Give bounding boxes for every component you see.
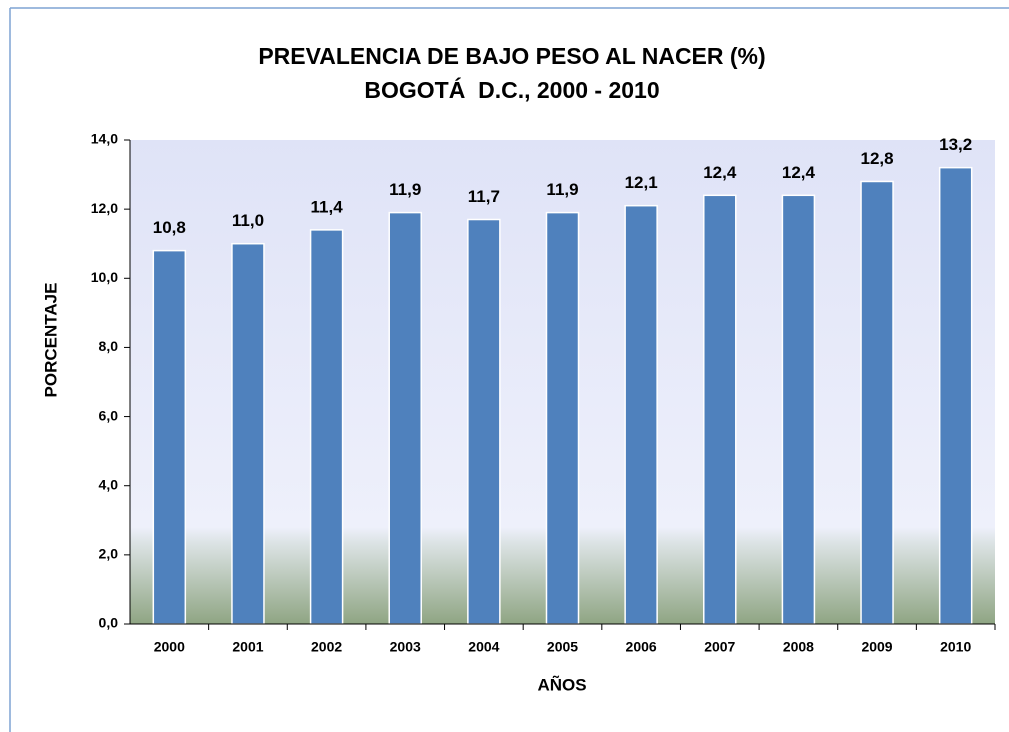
data-label: 11,4 xyxy=(311,197,344,216)
x-tick-label: 2001 xyxy=(232,639,263,655)
bar xyxy=(309,229,344,625)
x-tick-label: 2007 xyxy=(704,639,735,655)
x-axis-label: AÑOS xyxy=(537,674,586,694)
data-label: 12,4 xyxy=(782,163,816,182)
y-tick-label: 2,0 xyxy=(99,546,119,562)
bar xyxy=(938,166,973,625)
x-tick-label: 2000 xyxy=(154,639,185,655)
bar xyxy=(624,204,658,625)
y-tick-label: 10,0 xyxy=(91,269,118,285)
data-label: 10,8 xyxy=(153,218,186,237)
data-label: 11,9 xyxy=(546,180,578,199)
y-tick-label: 12,0 xyxy=(91,200,118,216)
bar xyxy=(545,211,580,625)
data-label: 13,2 xyxy=(939,135,972,154)
y-tick-label: 14,0 xyxy=(91,131,118,147)
x-tick-label: 2005 xyxy=(547,639,578,655)
data-label: 11,9 xyxy=(389,180,421,199)
x-tick-label: 2003 xyxy=(390,639,421,655)
y-tick-label: 0,0 xyxy=(99,615,119,631)
y-tick-label: 4,0 xyxy=(99,476,119,492)
bar xyxy=(781,194,816,625)
data-label: 12,1 xyxy=(625,173,658,192)
x-tick-label: 2002 xyxy=(311,639,342,655)
x-tick-label: 2010 xyxy=(940,639,971,655)
y-axis-label: PORCENTAJE xyxy=(41,283,60,398)
data-label: 11,7 xyxy=(468,187,500,206)
x-tick-label: 2004 xyxy=(468,639,499,655)
bar xyxy=(231,242,265,625)
x-tick-label: 2008 xyxy=(783,639,814,655)
chart-subtitle: BOGOTÁ D.C., 2000 - 2010 xyxy=(364,76,659,103)
data-label: 11,0 xyxy=(232,211,264,230)
x-tick-label: 2006 xyxy=(626,639,657,655)
bar xyxy=(703,194,737,625)
data-label: 12,4 xyxy=(703,163,737,182)
y-tick-label: 8,0 xyxy=(99,338,119,354)
bar xyxy=(388,211,422,625)
x-tick-label: 2009 xyxy=(861,639,892,655)
bar xyxy=(152,249,187,625)
chart-title: PREVALENCIA DE BAJO PESO AL NACER (%) xyxy=(258,43,765,69)
bar xyxy=(467,218,501,625)
data-label: 12,8 xyxy=(860,149,893,168)
y-tick-label: 6,0 xyxy=(99,407,119,423)
bar xyxy=(860,180,894,625)
